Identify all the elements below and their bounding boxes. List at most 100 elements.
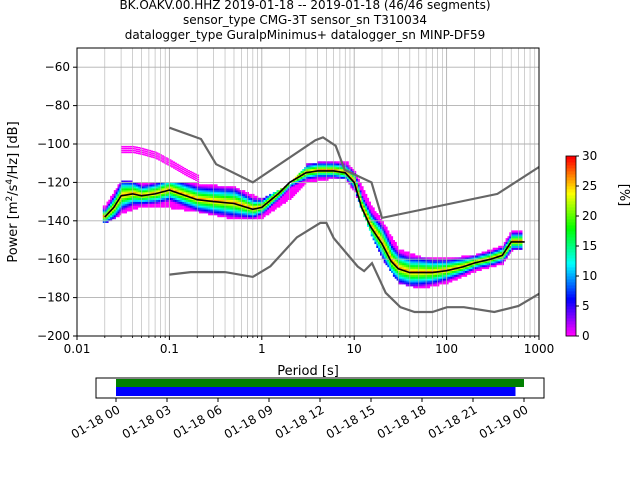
heatmap-cell xyxy=(319,178,322,181)
heatmap-cell xyxy=(492,247,495,250)
heatmap-cell xyxy=(479,265,482,268)
heatmap-cell xyxy=(453,270,456,273)
heatmap-cell xyxy=(361,205,364,208)
heatmap-cell xyxy=(343,163,346,166)
colorbar-segment xyxy=(566,255,576,259)
heatmap-cell xyxy=(143,201,146,204)
colorbar-segment xyxy=(566,204,576,208)
heatmap-cell xyxy=(385,259,388,262)
heatmap-cell xyxy=(237,192,240,195)
heatmap-cell xyxy=(209,207,212,210)
heatmap-cell xyxy=(385,240,388,243)
heatmap-cell xyxy=(197,180,200,182)
heatmap-cell xyxy=(396,251,399,254)
heatmap-cell xyxy=(450,259,453,262)
heatmap-cell xyxy=(476,265,479,268)
heatmap-cell xyxy=(476,259,479,262)
heatmap-cell xyxy=(348,169,351,172)
heatmap-cell xyxy=(468,259,471,262)
heatmap-cell xyxy=(426,266,429,270)
heatmap-cell xyxy=(337,165,340,168)
heatmap-cell xyxy=(209,192,212,195)
heatmap-cell xyxy=(383,224,386,227)
heatmap-cell xyxy=(376,230,379,233)
heatmap-cell xyxy=(171,193,174,197)
heatmap-cell xyxy=(328,167,331,170)
heatmap-cell xyxy=(411,276,414,279)
heatmap-cell xyxy=(160,186,163,189)
heatmap-cell xyxy=(485,255,488,258)
heatmap-cell xyxy=(197,193,200,197)
heatmap-cell xyxy=(389,245,392,248)
heatmap-cell xyxy=(167,201,170,204)
heatmap-cell xyxy=(396,257,399,260)
heatmap-cell xyxy=(352,170,355,174)
heatmap-cell xyxy=(429,263,432,266)
heatmap-cell xyxy=(174,188,177,191)
heatmap-cell xyxy=(444,261,447,264)
heatmap-cell xyxy=(496,249,499,252)
heatmap-cell xyxy=(254,205,257,208)
heatmap-cell xyxy=(182,168,185,171)
heatmap-cell xyxy=(141,153,144,156)
colorbar-segment xyxy=(566,213,576,217)
heatmap-cell xyxy=(363,203,366,206)
heatmap-cell xyxy=(433,280,436,283)
heatmap-cell xyxy=(302,180,305,183)
heatmap-cell xyxy=(429,284,432,287)
heatmap-cell xyxy=(479,257,482,260)
heatmap-cell xyxy=(374,228,377,231)
heatmap-cell xyxy=(123,199,126,202)
heatmap-cell xyxy=(435,257,438,260)
heatmap-cell xyxy=(483,263,486,266)
heatmap-cell xyxy=(261,211,264,214)
heatmap-cell xyxy=(119,213,122,216)
heatmap-cell xyxy=(435,278,438,281)
heatmap-cell xyxy=(346,163,349,166)
heatmap-cell xyxy=(420,280,423,283)
heatmap-cell xyxy=(198,201,201,204)
heatmap-cell xyxy=(250,199,253,202)
heatmap-cell xyxy=(398,251,401,254)
heatmap-cell xyxy=(211,213,214,216)
heatmap-cell xyxy=(185,203,188,206)
heatmap-cell xyxy=(365,218,368,222)
timeline-tick-label: 01-18 03 xyxy=(120,402,174,441)
heatmap-cell xyxy=(385,245,388,248)
heatmap-cell xyxy=(391,255,394,258)
heatmap-cell xyxy=(241,203,244,206)
heatmap-cell xyxy=(291,188,294,191)
heatmap-cell xyxy=(307,169,310,172)
heatmap-cell xyxy=(248,199,251,202)
heatmap-cell xyxy=(330,167,333,170)
heatmap-cell xyxy=(184,197,187,200)
heatmap-cell xyxy=(222,215,225,218)
heatmap-cell xyxy=(367,203,370,206)
heatmap-cell xyxy=(117,195,120,198)
heatmap-cell xyxy=(209,184,212,187)
heatmap-cell xyxy=(178,190,181,193)
heatmap-cell xyxy=(185,188,188,191)
heatmap-cell xyxy=(123,205,126,208)
heatmap-cell xyxy=(213,207,216,210)
heatmap-cell xyxy=(191,209,194,212)
heatmap-cell xyxy=(126,186,129,189)
heatmap-cell xyxy=(239,215,242,218)
heatmap-cell xyxy=(211,209,214,212)
heatmap-cell xyxy=(381,234,384,237)
heatmap-cell xyxy=(376,232,379,235)
heatmap-cell xyxy=(259,209,262,212)
heatmap-cell xyxy=(104,217,107,220)
heatmap-cell xyxy=(383,251,386,254)
heatmap-cell xyxy=(477,253,480,256)
heatmap-cell xyxy=(411,278,414,281)
heatmap-cell xyxy=(149,199,152,202)
heatmap-cell xyxy=(516,236,519,239)
heatmap-cell xyxy=(230,215,233,218)
heatmap-cell xyxy=(193,192,196,195)
heatmap-cell xyxy=(173,203,176,206)
heatmap-cell xyxy=(328,174,331,177)
heatmap-cell xyxy=(112,197,115,200)
heatmap-cell xyxy=(147,153,150,155)
heatmap-cell xyxy=(213,192,216,195)
